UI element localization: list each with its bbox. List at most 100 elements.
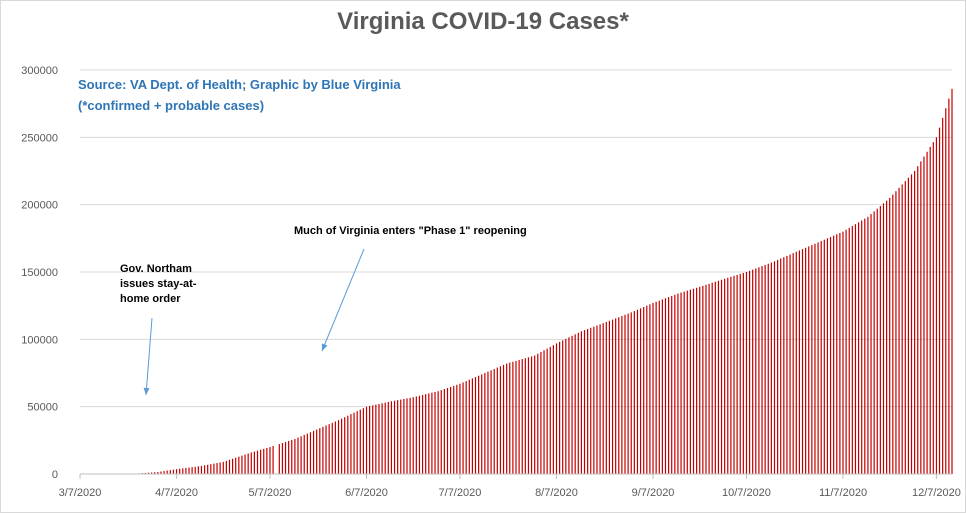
bar <box>337 420 340 474</box>
bar <box>621 315 623 474</box>
bar <box>225 460 227 474</box>
bar <box>867 216 869 475</box>
bar <box>462 382 464 474</box>
bar <box>443 389 445 474</box>
bar <box>879 206 881 474</box>
bar <box>727 277 729 474</box>
bar <box>309 432 312 474</box>
bar <box>823 239 825 474</box>
bar <box>166 470 168 474</box>
bar <box>633 311 635 474</box>
bar <box>683 291 685 474</box>
bar <box>446 388 449 474</box>
bar <box>845 229 847 474</box>
bar <box>207 464 209 474</box>
bar <box>393 400 396 474</box>
bar <box>898 187 900 474</box>
bar <box>250 452 252 474</box>
bar <box>587 328 589 474</box>
bar <box>889 197 891 474</box>
bar <box>689 289 691 474</box>
bar <box>780 258 782 474</box>
bar <box>808 246 810 474</box>
bar <box>892 194 894 474</box>
bar <box>496 367 498 474</box>
bar <box>493 368 495 474</box>
bar <box>714 281 716 474</box>
bar <box>484 373 486 474</box>
bar <box>907 177 909 475</box>
bar <box>932 142 934 474</box>
bar <box>509 362 511 474</box>
bar <box>836 234 838 474</box>
y-tick-label: 150000 <box>21 267 58 279</box>
bar <box>415 396 417 474</box>
bar <box>281 443 284 474</box>
bar <box>708 283 710 474</box>
bar <box>861 220 863 474</box>
bar <box>817 242 819 474</box>
bar <box>163 471 165 474</box>
bar <box>151 472 153 474</box>
bar <box>272 446 274 474</box>
bar <box>580 331 582 474</box>
bar <box>253 451 255 474</box>
source-note: Source: VA Dept. of Health; Graphic by B… <box>78 74 401 116</box>
bar <box>334 421 336 474</box>
bar <box>773 261 776 474</box>
bar <box>210 464 212 474</box>
bar <box>870 214 872 474</box>
bar <box>786 255 788 474</box>
bar <box>546 348 548 474</box>
bar <box>652 302 654 474</box>
bar <box>798 250 800 474</box>
bar <box>801 249 804 474</box>
bar <box>562 340 564 474</box>
bar <box>175 469 178 474</box>
bar <box>390 401 393 474</box>
bar <box>297 437 299 474</box>
bar <box>942 117 944 474</box>
bar <box>643 307 645 474</box>
bar <box>720 279 723 474</box>
bar <box>864 218 866 474</box>
y-tick-label: 300000 <box>21 65 58 77</box>
y-axis-ticks: 0 50000 100000 150000 200000 250000 300000 <box>21 65 58 481</box>
bar <box>319 428 321 474</box>
bar <box>487 371 489 474</box>
bar <box>895 191 897 474</box>
bar <box>284 442 287 474</box>
bar <box>935 137 938 474</box>
bar <box>658 300 660 474</box>
bar <box>752 269 754 474</box>
bar <box>917 166 919 474</box>
bar <box>303 434 305 474</box>
bar <box>857 222 860 474</box>
bar <box>381 403 383 474</box>
bar <box>730 276 732 474</box>
bar <box>421 394 424 474</box>
bar <box>228 459 231 474</box>
bar <box>524 358 526 474</box>
bar <box>839 232 841 474</box>
bar <box>256 450 259 474</box>
bar <box>490 370 492 474</box>
bar <box>185 467 187 474</box>
bar <box>197 466 199 474</box>
bar <box>615 318 617 474</box>
bar <box>596 325 598 474</box>
bar <box>278 444 280 474</box>
bar <box>147 472 150 474</box>
annotation-stay-at-home: Gov. Northam issues stay-at-home order <box>120 263 197 305</box>
bar <box>400 399 402 474</box>
bar <box>527 357 530 474</box>
bar <box>789 254 791 474</box>
bar <box>696 287 698 474</box>
bar <box>630 312 632 474</box>
bar <box>805 247 807 474</box>
bar <box>923 156 925 474</box>
bar <box>680 292 682 474</box>
bar <box>266 447 268 474</box>
bar <box>222 461 224 474</box>
